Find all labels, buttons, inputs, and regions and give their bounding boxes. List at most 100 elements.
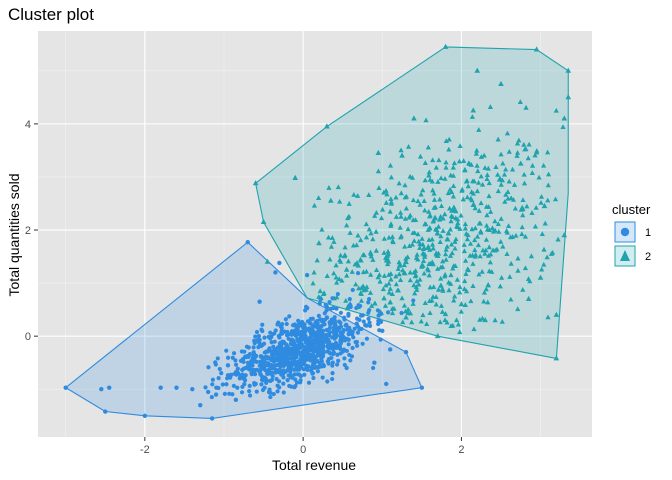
cluster-2-point [397, 225, 403, 230]
cluster-2-point [376, 185, 382, 190]
cluster-1-point [316, 365, 321, 370]
cluster-2-point [438, 282, 444, 288]
y-tick-label: 0 [25, 331, 31, 343]
cluster-2-point [344, 272, 350, 278]
cluster-2-point [458, 301, 465, 307]
cluster-1-point [279, 331, 285, 336]
cluster-2-point [353, 281, 359, 287]
cluster-1-point [344, 322, 349, 327]
cluster-1-point [275, 362, 281, 367]
cluster-2-point [407, 212, 413, 218]
cluster-2-point [393, 194, 399, 200]
cluster-2-point [344, 222, 350, 228]
cluster-1-point [348, 358, 353, 363]
cluster-2-point [482, 165, 488, 170]
cluster-2-point [373, 228, 379, 234]
cluster-2-point [452, 239, 458, 244]
cluster-1-point [330, 376, 335, 382]
cluster-2-point [433, 164, 439, 170]
cluster-2-point [497, 283, 503, 289]
cluster-2-point [553, 311, 560, 317]
cluster-1-point [230, 355, 235, 360]
cluster-1-point [338, 331, 344, 336]
cluster-2-point [457, 284, 463, 290]
cluster-2-point [429, 241, 436, 247]
cluster-1-point [346, 332, 351, 337]
cluster-2-point [485, 299, 491, 305]
cluster-2-point [382, 303, 389, 308]
cluster-1-point [339, 339, 344, 345]
cluster-1-point [303, 304, 309, 309]
cluster-2-point [396, 271, 402, 277]
cluster-2-point [410, 301, 416, 306]
cluster-2-point [343, 266, 350, 272]
cluster-2-point [406, 243, 413, 248]
cluster-2-point [512, 205, 518, 211]
cluster-1-point [330, 363, 335, 368]
cluster-1-point [158, 385, 163, 390]
cluster-2-point [351, 191, 357, 197]
cluster-2-point [486, 193, 492, 199]
cluster-2-point [368, 271, 374, 277]
cluster-1-point [253, 372, 258, 377]
cluster-2-point [500, 243, 506, 249]
cluster-1-point [318, 348, 323, 353]
cluster-2-point [403, 258, 409, 264]
cluster-2-point [425, 144, 431, 150]
cluster-2-point [447, 186, 453, 192]
cluster-2-point [403, 205, 409, 211]
cluster-1-point [325, 359, 330, 364]
cluster-2-point [385, 251, 391, 256]
cluster-2-point [385, 261, 391, 267]
cluster-1-point [225, 355, 231, 360]
cluster-2-point [338, 252, 344, 258]
cluster-1-point [330, 371, 335, 376]
cluster-2-point [448, 272, 454, 278]
cluster-2-point [341, 253, 348, 259]
cluster-2-point [472, 237, 478, 243]
cluster-2-point [442, 273, 448, 279]
cluster-1-point [338, 310, 343, 315]
cluster-2-point [389, 310, 396, 316]
cluster-1-point [297, 350, 303, 355]
cluster-2-point [483, 236, 490, 242]
cluster-1-point [296, 330, 301, 335]
cluster-2-point [503, 191, 509, 197]
cluster-2-point [421, 251, 427, 257]
cluster-2-point [461, 248, 468, 254]
cluster-2-point [492, 247, 498, 253]
cluster-2-point [445, 190, 451, 196]
cluster-1-point [222, 391, 227, 396]
cluster-1-point [219, 371, 224, 376]
cluster-1-point [190, 387, 195, 392]
cluster-2-point [483, 203, 490, 209]
cluster-2-point [337, 259, 344, 264]
cluster-2-point [427, 284, 433, 290]
cluster-2-point [415, 198, 421, 204]
cluster-2-point [386, 258, 392, 264]
cluster-2-point [399, 295, 405, 301]
cluster-1-point [371, 365, 376, 371]
cluster-1-point [290, 348, 296, 353]
cluster-2-point [469, 197, 475, 203]
cluster-2-point [486, 180, 492, 186]
cluster-2-point [360, 283, 366, 289]
cluster-2-point [515, 306, 521, 312]
cluster-1-point [347, 297, 352, 302]
cluster-2-point [439, 264, 446, 270]
cluster-2-point [486, 268, 492, 274]
cluster-2-point [417, 276, 423, 282]
cluster-1-point [301, 348, 306, 353]
cluster-2-point [536, 174, 542, 180]
cluster-1-point [225, 376, 230, 381]
cluster-2-point [393, 281, 399, 287]
cluster-2-point [421, 245, 427, 251]
cluster-2-point [430, 261, 436, 267]
cluster-2-point [426, 172, 432, 178]
cluster-2-point [435, 286, 442, 292]
cluster-2-point [473, 252, 479, 257]
cluster-1-point [261, 363, 267, 368]
cluster-2-point [468, 162, 474, 167]
cluster-1-point [245, 240, 250, 245]
cluster-2-point [448, 281, 454, 286]
